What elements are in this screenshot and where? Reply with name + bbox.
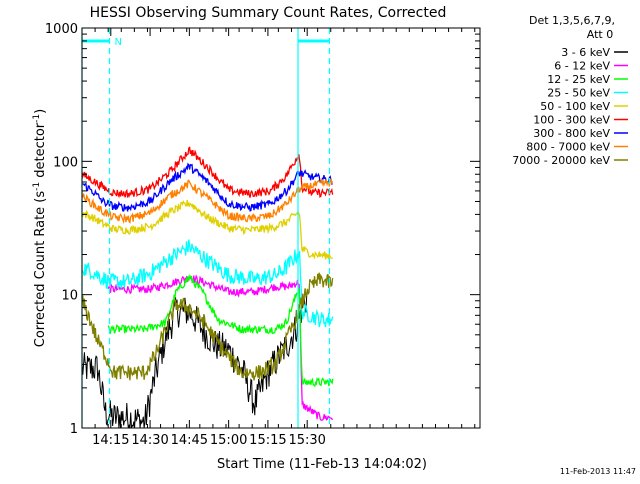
x-axis-label: Start Time (11-Feb-13 14:04:02) xyxy=(217,457,427,472)
legend-label-5: 100 - 300 keV xyxy=(533,114,610,127)
series-line-1 xyxy=(107,274,333,421)
legend-label-4: 50 - 100 keV xyxy=(540,100,610,113)
legend-label-1: 6 - 12 keV xyxy=(554,60,610,73)
plot-area: N 14:15 14:30 14:45 15:00 15:15 15:30 1 10 100 10… xyxy=(45,22,481,448)
x-tick-label-1: 14:30 xyxy=(131,433,168,448)
x-tick-label-3: 15:00 xyxy=(210,433,247,448)
x-tick-label-2: 14:45 xyxy=(171,433,208,448)
plot-frame xyxy=(81,27,481,429)
legend-label-6: 300 - 800 keV xyxy=(533,127,610,140)
legend-label-8: 7000 - 20000 keV xyxy=(512,154,610,167)
y-tick-label-2: 100 xyxy=(53,155,78,170)
series-line-5 xyxy=(81,146,334,199)
series-line-8 xyxy=(81,272,334,381)
series-line-2 xyxy=(107,273,334,388)
legend-label-7: 800 - 7000 keV xyxy=(526,141,610,154)
legend-label-0: 3 - 6 keV xyxy=(561,46,610,59)
y-tick-label-3: 1000 xyxy=(45,22,78,37)
series-line-0 xyxy=(81,295,308,429)
datestamp: 11-Feb-2013 11:47 xyxy=(560,467,636,476)
chart-title: HESSI Observing Summary Count Rates, Cor… xyxy=(90,5,447,21)
x-tick-label-0: 14:15 xyxy=(92,433,129,448)
y-tick-label-1: 10 xyxy=(61,289,78,304)
series-line-6 xyxy=(81,162,333,212)
y-axis-label-sup1: -1 xyxy=(32,182,42,191)
series-line-4 xyxy=(82,199,333,260)
legend-label-2: 12 - 25 keV xyxy=(547,73,610,86)
y-axis-label-part1: Corrected Count Rate (s xyxy=(33,191,48,348)
y-axis-label-part2: detector xyxy=(33,122,48,182)
legend-header-line2: Att 0 xyxy=(587,28,613,41)
x-tick-label-5: 15:30 xyxy=(288,433,325,448)
legend-header-line1: Det 1,3,5,6,7,9, xyxy=(529,14,615,27)
series-line-3 xyxy=(81,239,334,328)
y-axis-label: Corrected Count Rate (s-1 detector-1) xyxy=(32,109,48,347)
x-tick-label-4: 15:15 xyxy=(249,433,286,448)
tick-layer: 14:15 14:30 14:45 15:00 15:15 15:30 1 10 100 1000 xyxy=(45,22,480,448)
night-label: N xyxy=(114,37,121,48)
y-axis-label-sup2: -1 xyxy=(32,114,42,123)
series-line-7 xyxy=(81,177,334,225)
y-axis-label-part3: ) xyxy=(33,109,48,114)
series-layer xyxy=(81,146,334,429)
y-tick-label-0: 1 xyxy=(70,422,78,437)
legend-label-3: 25 - 50 keV xyxy=(547,87,610,100)
